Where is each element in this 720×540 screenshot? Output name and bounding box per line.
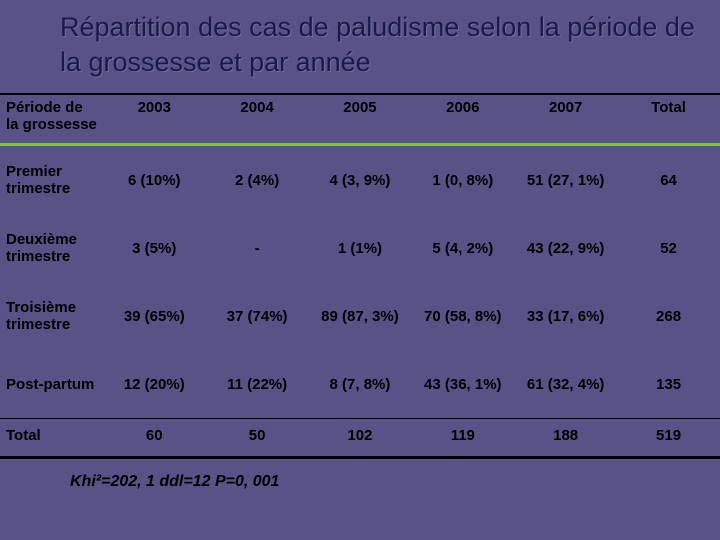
cell: 8 (7, 8%) [309, 350, 412, 418]
table-row: Post-partum 12 (20%) 11 (22%) 8 (7, 8%) … [0, 350, 720, 418]
cell: 64 [617, 146, 720, 214]
col-header: 2007 [514, 95, 617, 143]
stats-line: Khi²=202, 1 ddl=12 P=0, 001 [0, 459, 720, 491]
cell: 60 [103, 419, 206, 456]
cell: 1 (1%) [309, 214, 412, 282]
cell: 52 [617, 214, 720, 282]
col-header: 2006 [411, 95, 514, 143]
cell: 43 (22, 9%) [514, 214, 617, 282]
cell: 5 (4, 2%) [411, 214, 514, 282]
row-label: Post-partum [0, 350, 103, 418]
row-label: Premier trimestre [0, 146, 103, 214]
cell: 119 [411, 419, 514, 456]
cell: 33 (17, 6%) [514, 282, 617, 350]
col-header: 2003 [103, 95, 206, 143]
cell: 135 [617, 350, 720, 418]
cell: 2 (4%) [206, 146, 309, 214]
cell: 4 (3, 9%) [309, 146, 412, 214]
cell: 11 (22%) [206, 350, 309, 418]
page-title: Répartition des cas de paludisme selon l… [0, 0, 720, 93]
row-label: Troisième trimestre [0, 282, 103, 350]
cell: 70 (58, 8%) [411, 282, 514, 350]
cell: 61 (32, 4%) [514, 350, 617, 418]
cell: 43 (36, 1%) [411, 350, 514, 418]
cell: - [206, 214, 309, 282]
cell: 37 (74%) [206, 282, 309, 350]
col-header: 2005 [309, 95, 412, 143]
cell: 50 [206, 419, 309, 456]
cell: 39 (65%) [103, 282, 206, 350]
cell: 1 (0, 8%) [411, 146, 514, 214]
row-label: Deuxième trimestre [0, 214, 103, 282]
table-row: Troisième trimestre 39 (65%) 37 (74%) 89… [0, 282, 720, 350]
cell: 89 (87, 3%) [309, 282, 412, 350]
cell: 51 (27, 1%) [514, 146, 617, 214]
cell: 3 (5%) [103, 214, 206, 282]
cell: 102 [309, 419, 412, 456]
table-total-row: Total 60 50 102 119 188 519 [0, 419, 720, 456]
col-header: 2004 [206, 95, 309, 143]
col-header: Total [617, 95, 720, 143]
cell: 6 (10%) [103, 146, 206, 214]
table-header-row: Période de la grossesse 2003 2004 2005 2… [0, 95, 720, 143]
cell: 268 [617, 282, 720, 350]
row-label: Total [0, 419, 103, 456]
table-row: Premier trimestre 6 (10%) 2 (4%) 4 (3, 9… [0, 146, 720, 214]
cell: 12 (20%) [103, 350, 206, 418]
table-row: Deuxième trimestre 3 (5%) - 1 (1%) 5 (4,… [0, 214, 720, 282]
data-table: Période de la grossesse 2003 2004 2005 2… [0, 95, 720, 459]
col-header: Période de la grossesse [0, 95, 103, 143]
cell: 519 [617, 419, 720, 456]
cell: 188 [514, 419, 617, 456]
